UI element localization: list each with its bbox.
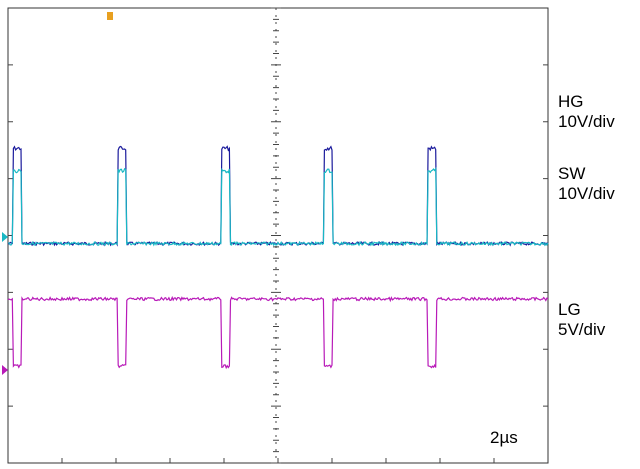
lg-channel-name: LG [558, 300, 581, 319]
screen-markers [2, 12, 113, 375]
waveform-traces [7, 145, 549, 370]
trace-sw [7, 166, 549, 247]
hg-channel-scale: 10V/div [558, 112, 615, 131]
sw-ground-marker-icon [2, 232, 8, 242]
trigger-marker-icon [107, 12, 113, 20]
sw-channel-label: SW 10V/div [558, 164, 615, 204]
lg-channel-scale: 5V/div [558, 320, 606, 339]
timebase-label: 2µs [490, 428, 518, 447]
lg-channel-label: LG 5V/div [558, 300, 605, 340]
sw-channel-name: SW [558, 164, 586, 183]
hg-channel-label: HG 10V/div [558, 92, 615, 132]
lg-ground-marker-icon [2, 365, 8, 375]
hg-channel-name: HG [558, 92, 584, 111]
graticule [7, 7, 549, 464]
sw-channel-scale: 10V/div [558, 184, 615, 203]
trace-lg [7, 295, 549, 370]
